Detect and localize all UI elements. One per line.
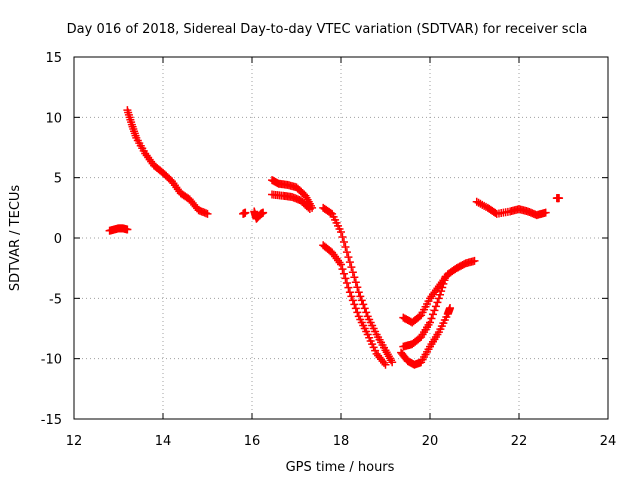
data-point-marker — [470, 256, 479, 265]
y-tick-label: -5 — [49, 292, 62, 307]
data-point-marker — [344, 283, 353, 292]
data-point-marker — [380, 358, 389, 367]
data-point-marker — [360, 304, 369, 313]
y-tick-label: -10 — [41, 353, 62, 368]
grid-lines — [74, 57, 608, 419]
x-tick-label: 16 — [244, 434, 261, 449]
y-tick-label: 15 — [45, 51, 62, 66]
data-point-marker — [241, 208, 250, 217]
data-point-marker — [431, 302, 440, 311]
data-point-marker — [362, 308, 371, 317]
data-point-marker — [342, 248, 351, 257]
data-point-marker — [345, 288, 354, 297]
data-point-marker — [430, 306, 439, 315]
data-point-marker — [348, 268, 357, 277]
x-tick-labels: 12 14 16 18 20 22 24 — [66, 434, 617, 449]
y-tick-labels: -15 -10 -5 0 5 10 15 — [41, 51, 62, 428]
data-point-marker — [305, 205, 314, 214]
data-point-marker — [338, 232, 347, 241]
data-point-marker — [388, 358, 397, 367]
data-point-marker — [437, 287, 446, 296]
data-point-marker — [446, 303, 455, 312]
data-point-marker — [338, 265, 347, 274]
data-point-marker — [339, 238, 348, 247]
data-point-marker — [439, 279, 448, 288]
data-point-marker — [356, 292, 365, 301]
data-point-marker — [357, 296, 366, 305]
data-point-marker — [350, 273, 359, 282]
data-point-marker — [347, 263, 356, 272]
data-point-marker — [440, 276, 449, 285]
x-tick-label: 18 — [333, 434, 350, 449]
data-point-marker — [347, 292, 356, 301]
data-point-marker — [427, 314, 436, 323]
data-point-marker — [354, 288, 363, 297]
data-point-marker — [341, 274, 350, 283]
data-point-marker — [259, 208, 268, 217]
y-tick-label: 0 — [54, 232, 62, 247]
data-point-marker — [326, 208, 335, 217]
data-point-marker — [337, 260, 345, 269]
data-point-marker — [541, 208, 550, 217]
data-point-marker — [304, 203, 313, 212]
data-point-marker — [433, 298, 442, 307]
data-point-marker — [345, 258, 354, 267]
data-point-marker — [436, 290, 445, 299]
data-point-marker — [337, 227, 345, 236]
data-point-marker — [123, 225, 132, 234]
data-point-marker — [344, 253, 353, 262]
data-point-marker — [348, 296, 357, 305]
data-point-marker — [203, 209, 212, 218]
data-point-marker — [353, 308, 362, 317]
x-axis-label: GPS time / hours — [286, 460, 395, 475]
data-points — [105, 106, 564, 369]
y-tick-label: -15 — [41, 413, 62, 428]
chart-title: Day 016 of 2018, Sidereal Day-to-day VTE… — [67, 22, 588, 37]
data-point-marker — [339, 269, 348, 278]
data-point-marker — [415, 312, 424, 321]
data-point-marker — [341, 243, 350, 252]
y-axis-label: SDTVAR / TECUs — [8, 185, 23, 292]
data-point-marker — [438, 283, 447, 292]
data-point-marker — [381, 360, 390, 369]
x-tick-label: 22 — [511, 434, 528, 449]
data-point-marker — [441, 272, 450, 281]
data-point-marker — [359, 300, 368, 309]
y-tick-label: 5 — [54, 172, 62, 187]
data-point-marker — [351, 278, 360, 287]
x-tick-label: 20 — [422, 434, 439, 449]
axis-ticks — [73, 56, 609, 420]
data-point-marker — [342, 279, 351, 288]
x-tick-label: 14 — [155, 434, 172, 449]
x-tick-label: 24 — [600, 434, 617, 449]
x-tick-label: 12 — [66, 434, 83, 449]
data-point-marker — [426, 318, 434, 327]
data-point-marker — [428, 310, 437, 319]
y-tick-label: 10 — [45, 111, 62, 126]
data-point-marker — [350, 300, 359, 309]
data-point-marker — [555, 194, 564, 203]
data-point-marker — [434, 294, 443, 303]
data-point-marker — [353, 283, 362, 292]
data-point-marker — [351, 304, 360, 313]
